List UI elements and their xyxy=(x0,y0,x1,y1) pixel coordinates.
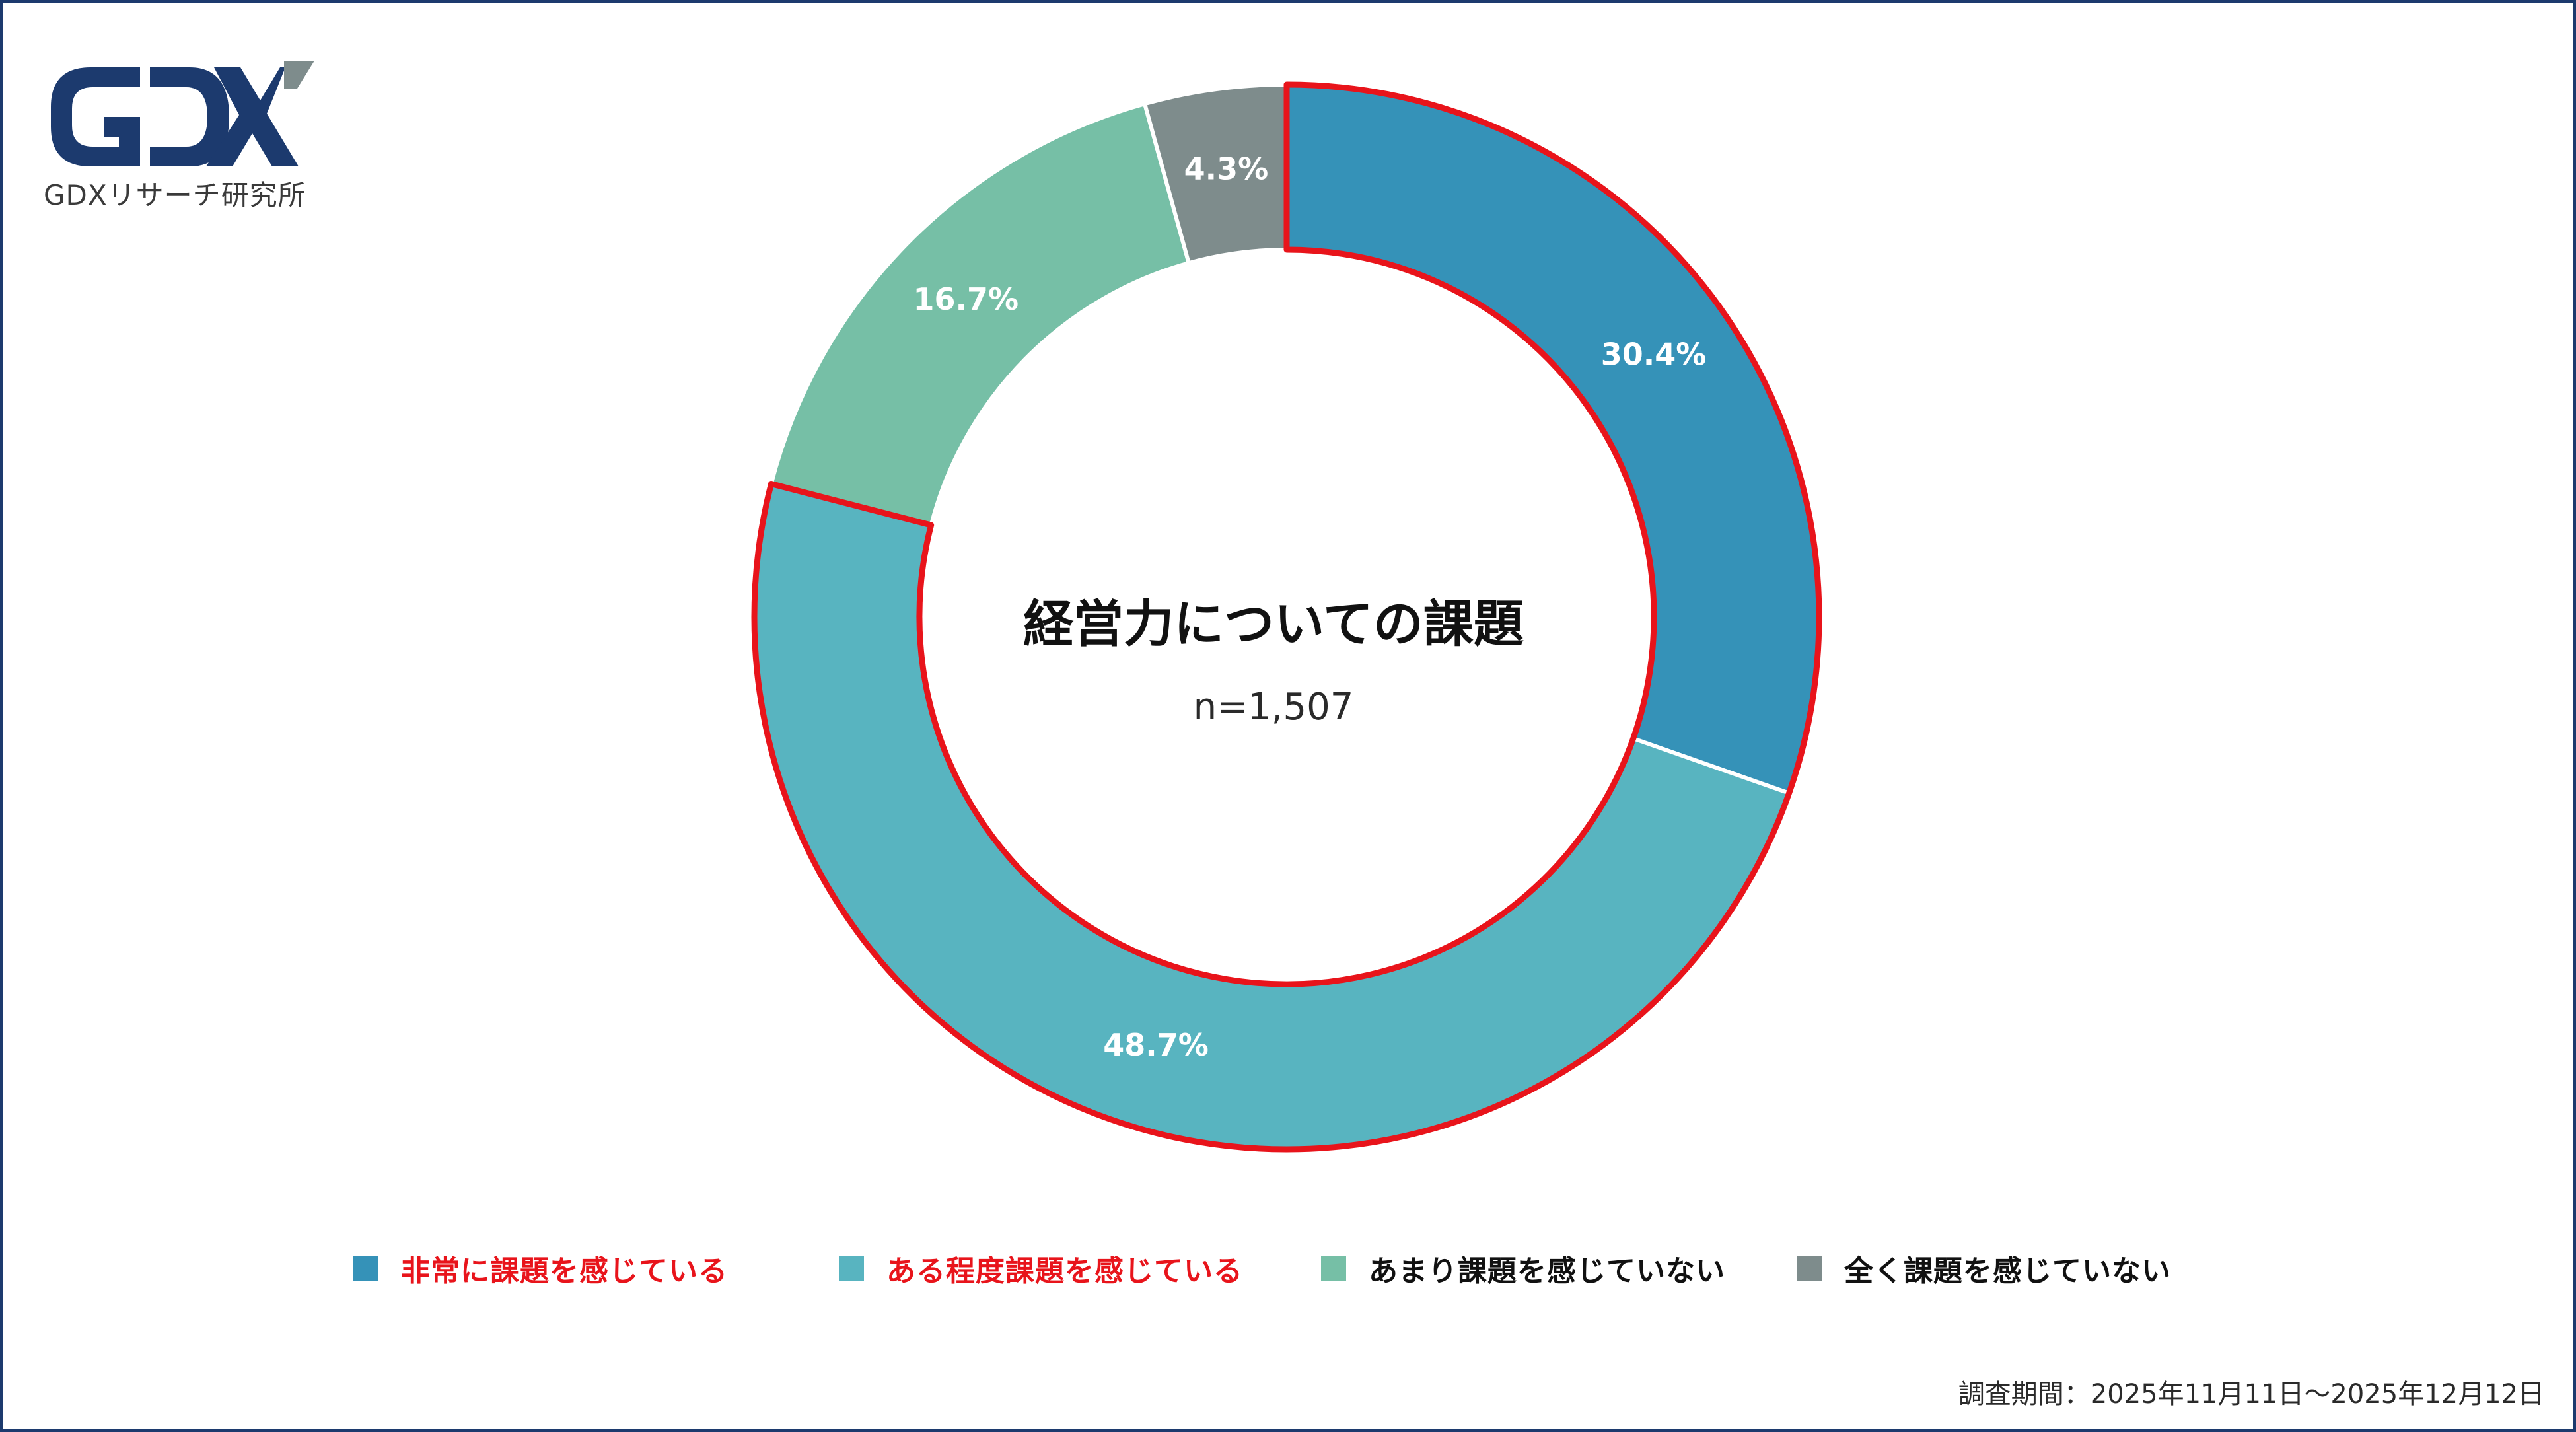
logo-letter-g xyxy=(51,67,140,166)
chart-title: 経営力についての課題 xyxy=(1023,594,1524,653)
slice-value-label: 16.7% xyxy=(913,281,1019,317)
legend-label: 非常に課題を感じている xyxy=(401,1254,728,1288)
logo-subtitle: GDXリサーチ研究所 xyxy=(44,179,306,211)
logo-letter-d xyxy=(150,67,229,166)
slice-value-label: 48.7% xyxy=(1103,1027,1209,1063)
legend-label: あまり課題を感じていない xyxy=(1369,1254,1725,1288)
slice-1 xyxy=(1285,82,1821,796)
slice-value-label: 4.3% xyxy=(1184,151,1269,187)
slice-value-label: 30.4% xyxy=(1601,337,1707,373)
logo-accent xyxy=(284,61,314,89)
legend-item-not-much: あまり課題を感じていない xyxy=(1321,1248,1725,1288)
slice-2 xyxy=(752,481,1792,1151)
legend-item-somewhat: ある程度課題を感じている xyxy=(839,1248,1243,1288)
sample-size: n=1,507 xyxy=(1194,686,1354,729)
legend-swatch xyxy=(839,1256,864,1281)
legend-item-very: 非常に課題を感じている xyxy=(353,1248,728,1288)
legend-swatch xyxy=(353,1256,378,1281)
legend-swatch xyxy=(1797,1256,1822,1281)
gdx-logo xyxy=(51,61,314,166)
legend-label: ある程度課題を感じている xyxy=(886,1254,1243,1288)
slice-3 xyxy=(768,101,1192,528)
legend-label: 全く課題を感じていない xyxy=(1844,1254,2171,1288)
survey-period: 調査期間：2025年11月11日～2025年12月12日 xyxy=(1958,1379,2544,1410)
logo-letter-x xyxy=(206,67,299,166)
legend-swatch xyxy=(1321,1256,1346,1281)
highlight-outline-path xyxy=(751,81,1822,1153)
legend-item-not-at-all: 全く課題を感じていない xyxy=(1797,1248,2171,1288)
slice-value-labels: 30.4% 48.7% 16.7% 4.3% xyxy=(913,151,1707,1063)
highlight-outline xyxy=(751,81,1822,1153)
